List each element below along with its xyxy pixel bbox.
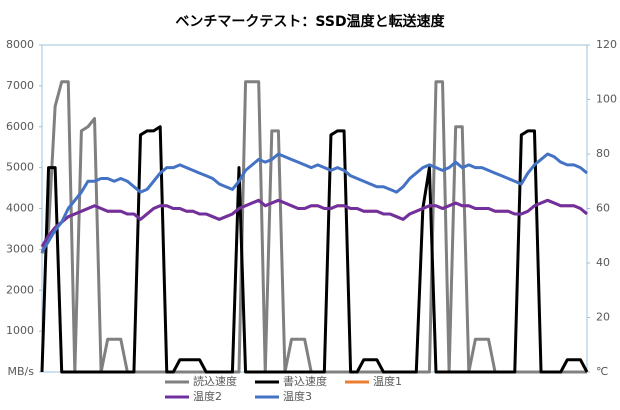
legend-label: 書込速度 (283, 374, 327, 388)
legend-label: 温度1 (373, 374, 402, 388)
series-line (40, 198, 588, 248)
y2-tick-label: 120 (596, 38, 617, 51)
y-tick-label: 2000 (6, 283, 34, 296)
y-tick-label: 1000 (6, 324, 34, 337)
chart-title: ベンチマークテスト：SSD温度と転送速度 (175, 13, 445, 30)
series-line (40, 80, 587, 374)
y-tick-label: 5000 (6, 161, 34, 174)
legend-label: 読込速度 (193, 374, 237, 388)
y-tick-label: 6000 (6, 120, 34, 133)
legend-label: 温度3 (283, 389, 312, 403)
y2-tick-label: ℃ (596, 365, 608, 378)
y-tick-label: 4000 (6, 202, 34, 215)
y2-tick-label: 20 (596, 311, 610, 324)
series-line (40, 152, 588, 253)
legend-label: 温度2 (193, 389, 222, 403)
y-tick-label: MB/s (8, 365, 35, 378)
series-line (40, 125, 589, 374)
y2-tick-label: 80 (596, 147, 610, 160)
y2-tick-label: 100 (596, 93, 617, 106)
y-tick-label: 7000 (6, 79, 34, 92)
y2-tick-label: 60 (596, 202, 610, 215)
plot-border (41, 44, 588, 373)
y-tick-label: 3000 (6, 242, 34, 255)
y-tick-label: 8000 (6, 38, 34, 51)
y2-tick-label: 40 (596, 256, 610, 269)
